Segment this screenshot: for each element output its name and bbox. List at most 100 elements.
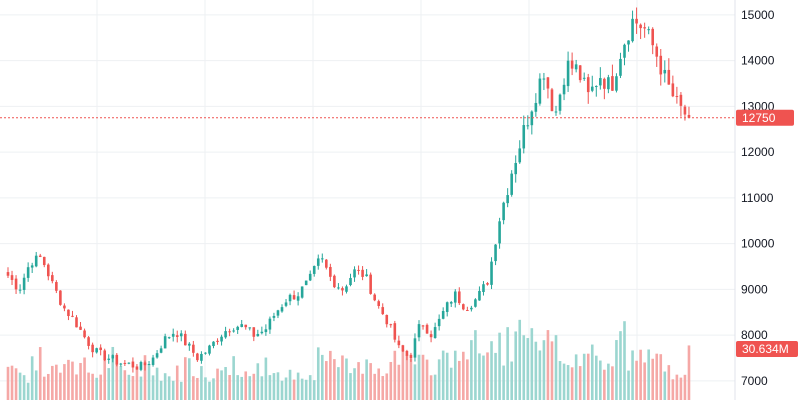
candle-body — [212, 341, 215, 347]
volume-bar — [175, 365, 179, 400]
volume-bar — [590, 344, 594, 400]
volume-bar — [441, 350, 445, 400]
volume-bar — [83, 357, 86, 400]
candle-body — [71, 315, 74, 317]
volume-bar — [224, 367, 227, 400]
y-tick-label: 8000 — [741, 328, 768, 342]
candle-body — [639, 24, 642, 29]
volume-bar — [478, 353, 481, 400]
volume-bar — [30, 356, 34, 400]
volume-bar — [679, 377, 683, 400]
volume-bar — [284, 377, 288, 400]
volume-bar — [14, 368, 18, 400]
candle-body — [566, 60, 570, 87]
candle-body — [268, 318, 272, 330]
volume-bar — [248, 376, 252, 400]
candle-body — [220, 336, 223, 342]
candle-body — [437, 318, 441, 327]
candle-body — [83, 330, 86, 338]
candle-body — [349, 277, 352, 286]
volume-bar — [34, 370, 38, 400]
candle-body — [240, 324, 244, 327]
volume-bar — [554, 335, 558, 400]
candle-body — [248, 327, 252, 329]
candle-body — [373, 294, 376, 301]
volume-bar — [179, 381, 183, 400]
candle-body — [320, 258, 324, 260]
candle-body — [30, 265, 34, 268]
volume-bar — [542, 340, 546, 400]
candle-body — [659, 55, 663, 75]
candle-body — [550, 89, 554, 112]
candle-body — [631, 18, 634, 42]
candle-body — [462, 304, 465, 310]
candle-body — [300, 286, 304, 298]
candle-body — [139, 362, 143, 370]
volume-bar — [337, 367, 340, 400]
volume-bar — [188, 358, 191, 400]
candle-body — [159, 348, 163, 353]
candle-body — [655, 46, 659, 57]
volume-bar — [204, 377, 207, 400]
volume-bar — [494, 352, 497, 400]
volume-bar — [240, 376, 244, 400]
volume-bar — [607, 363, 610, 400]
volume-bar — [538, 350, 542, 400]
volume-bar — [288, 369, 292, 400]
candle-body — [155, 353, 159, 358]
volume-bar — [594, 355, 598, 400]
volume-bar — [357, 362, 360, 400]
volume-bar — [18, 372, 22, 400]
volume-bar — [578, 366, 582, 400]
candle-body — [667, 69, 671, 85]
candle-body — [115, 354, 119, 365]
candle-body — [687, 114, 691, 118]
volume-bar — [409, 358, 413, 400]
candle-body — [377, 301, 381, 307]
candle-body — [594, 86, 598, 88]
candle-body — [393, 323, 397, 340]
y-tick-label: 15000 — [741, 8, 775, 22]
candle-body — [494, 244, 497, 262]
candle-body — [131, 361, 135, 368]
candle-body — [361, 269, 364, 277]
volume-bar — [643, 362, 646, 400]
volume-bar — [570, 367, 574, 400]
volume-bar — [131, 376, 135, 400]
volume-bar — [615, 340, 618, 400]
candle-body — [413, 338, 417, 358]
volume-bar — [111, 346, 115, 400]
candle-body — [401, 345, 405, 352]
candle-body — [18, 289, 22, 291]
volume-bar — [320, 354, 324, 400]
price-axis[interactable]: 7000800090001000011000120001300014000150… — [734, 0, 800, 400]
last-price-label: 12750 — [742, 111, 776, 125]
volume-bar — [75, 374, 78, 400]
candle-body — [421, 325, 425, 327]
candle-body — [292, 295, 296, 300]
candle-body — [490, 261, 493, 285]
volume-bar — [272, 373, 276, 400]
volume-bar — [304, 379, 308, 400]
price-candles — [6, 7, 691, 373]
volume-bar — [401, 350, 405, 400]
candle-body — [288, 294, 292, 302]
candle-body — [304, 280, 308, 286]
volume-bar — [449, 367, 453, 400]
volume-bar — [6, 366, 10, 400]
volume-bar — [470, 340, 473, 400]
volume-bars — [6, 319, 691, 400]
volume-bar — [159, 380, 163, 400]
volume-bar — [349, 373, 352, 400]
candle-body — [663, 69, 667, 74]
volume-bar — [413, 364, 417, 400]
volume-bar — [296, 372, 300, 400]
volume-bar — [99, 374, 102, 400]
candle-body — [425, 324, 429, 334]
candle-body — [453, 291, 457, 303]
volume-bar — [167, 376, 171, 400]
candle-body — [603, 78, 606, 89]
volume-bar — [183, 357, 187, 400]
candle-body — [574, 64, 578, 70]
